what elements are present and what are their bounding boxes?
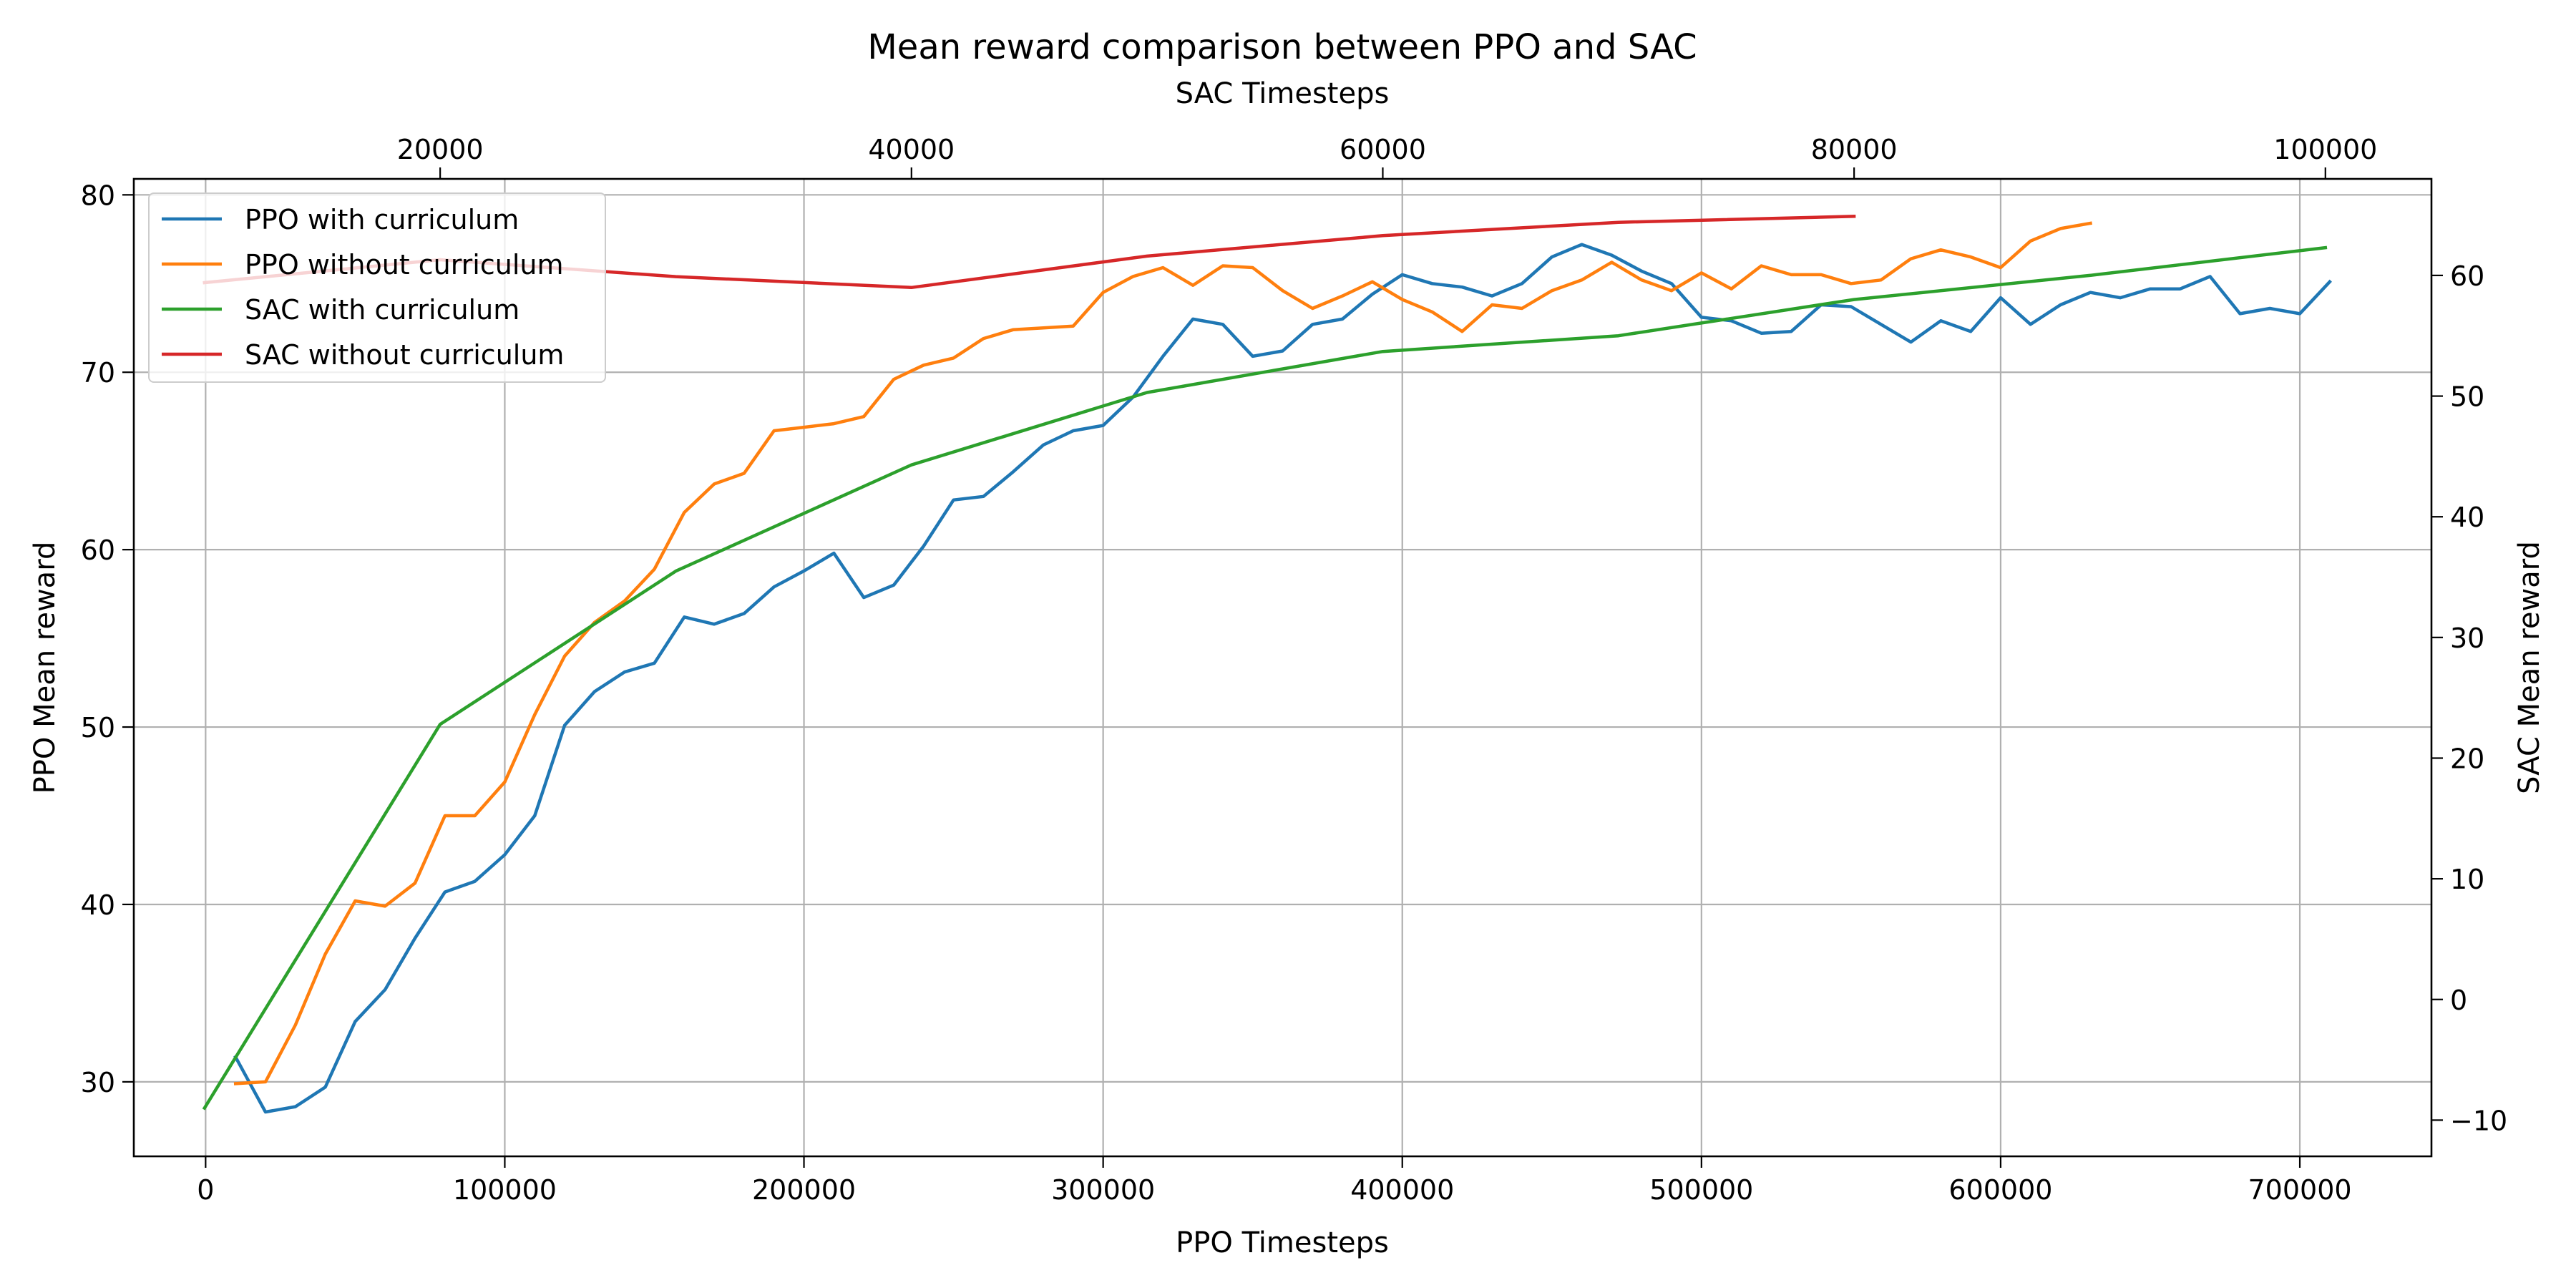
grid <box>134 179 2431 1156</box>
x-top-tick-label: 80000 <box>1811 134 1898 165</box>
x-top-tick-label: 60000 <box>1340 134 1426 165</box>
chart-title: Mean reward comparison between PPO and S… <box>867 27 1697 67</box>
y-right-tick-label: 10 <box>2450 864 2484 895</box>
left-axis-title: PPO Mean reward <box>29 542 62 794</box>
x-top-tick-label: 20000 <box>397 134 484 165</box>
right-axis-title: SAC Mean reward <box>2513 541 2546 794</box>
x-top-tick-label: 40000 <box>868 134 955 165</box>
x-bottom-tick-label: 400000 <box>1350 1174 1454 1206</box>
x-bottom-tick-label: 700000 <box>2248 1174 2352 1206</box>
x-bottom-tick-label: 100000 <box>453 1174 557 1206</box>
legend-label-sac-without-curriculum: SAC without curriculum <box>245 339 564 371</box>
x-top-tick-label: 100000 <box>2273 134 2377 165</box>
x-bottom-tick-label: 200000 <box>752 1174 856 1206</box>
plot-frame <box>132 177 2433 1158</box>
series-line-sac-with-curriculum <box>202 245 2328 1111</box>
x-bottom-tick-label: 600000 <box>1948 1174 2052 1206</box>
y-left-tick-label: 60 <box>81 535 115 566</box>
x-bottom-tick-label: 500000 <box>1649 1174 1753 1206</box>
series-line-ppo-without-curriculum <box>233 221 2093 1085</box>
legend-box <box>148 192 606 383</box>
y-right-tick-label: 40 <box>2450 502 2484 533</box>
y-left-tick-label: 50 <box>81 712 115 743</box>
y-left-tick-label: 70 <box>81 357 115 389</box>
legend-label-sac-with-curriculum: SAC with curriculum <box>245 294 519 326</box>
x-bottom-tick-label: 300000 <box>1051 1174 1155 1206</box>
x-bottom-tick-label: 0 <box>197 1174 214 1206</box>
axis-ticks: 0 100000 200000 300000 400000 500000 600000 700… <box>81 134 2508 1206</box>
y-right-tick-label: 0 <box>2450 985 2467 1016</box>
legend: PPO with curriculum PPO without curriculu… <box>148 192 606 383</box>
y-right-tick-label: 60 <box>2450 260 2484 292</box>
y-right-tick-label: 30 <box>2450 623 2484 654</box>
legend-items: PPO with curriculum PPO without curriculu… <box>162 204 564 371</box>
series-line-ppo-with-curriculum <box>233 243 2332 1114</box>
legend-label-ppo-without-curriculum: PPO without curriculum <box>245 249 564 280</box>
y-right-tick-label: 20 <box>2450 743 2484 774</box>
top-axis-title: SAC Timesteps <box>1176 77 1390 110</box>
y-left-tick-label: 40 <box>81 889 115 921</box>
bottom-axis-title: PPO Timesteps <box>1176 1226 1389 1259</box>
y-left-tick-label: 30 <box>81 1067 115 1098</box>
y-left-tick-label: 80 <box>81 180 115 211</box>
y-right-tick-label: 50 <box>2450 381 2484 413</box>
legend-label-ppo-with-curriculum: PPO with curriculum <box>245 204 519 235</box>
y-right-tick-label: −10 <box>2450 1105 2507 1136</box>
